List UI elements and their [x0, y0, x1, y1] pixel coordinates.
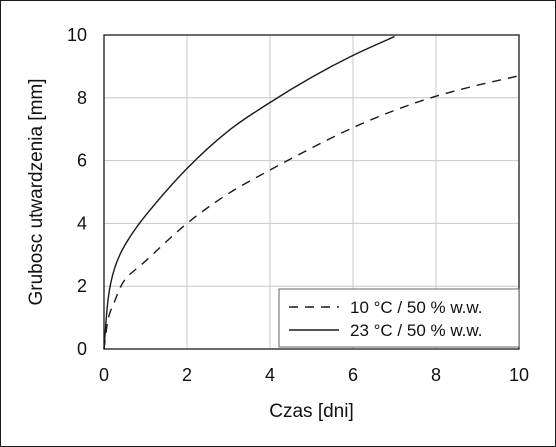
y-axis-label: Grubosc utwardzenia [mm]	[26, 78, 47, 305]
legend-label-1: 10 °C / 50 % w.w.	[350, 298, 482, 317]
x-tick-labels: 0 2 4 6 8 10	[99, 365, 529, 385]
x-tick-label: 0	[99, 365, 109, 385]
series-layer	[103, 35, 520, 350]
y-tick-labels: 0 2 4 6 8 10	[67, 25, 87, 359]
y-tick-label: 6	[77, 151, 87, 171]
x-tick-label: 10	[509, 365, 529, 385]
x-tick-label: 2	[182, 365, 192, 385]
legend-box	[278, 288, 520, 348]
y-tick-label: 0	[77, 339, 87, 359]
x-tick-label: 4	[265, 365, 275, 385]
y-tick-label: 2	[77, 276, 87, 296]
y-tick-label: 4	[77, 213, 87, 233]
legend-label-2: 23 °C / 50 % w.w.	[350, 321, 482, 340]
x-axis-label: Czas [dni]	[269, 401, 353, 422]
plot-area-border	[103, 34, 520, 350]
y-tick-label: 10	[67, 25, 87, 45]
series-line-1	[103, 75, 520, 350]
x-tick-label: 6	[348, 365, 358, 385]
y-tick-label: 8	[77, 88, 87, 108]
x-tick-label: 8	[431, 365, 441, 385]
legend: 10 °C / 50 % w.w. 23 °C / 50 % w.w.	[278, 288, 520, 348]
series-line-2	[103, 35, 395, 350]
